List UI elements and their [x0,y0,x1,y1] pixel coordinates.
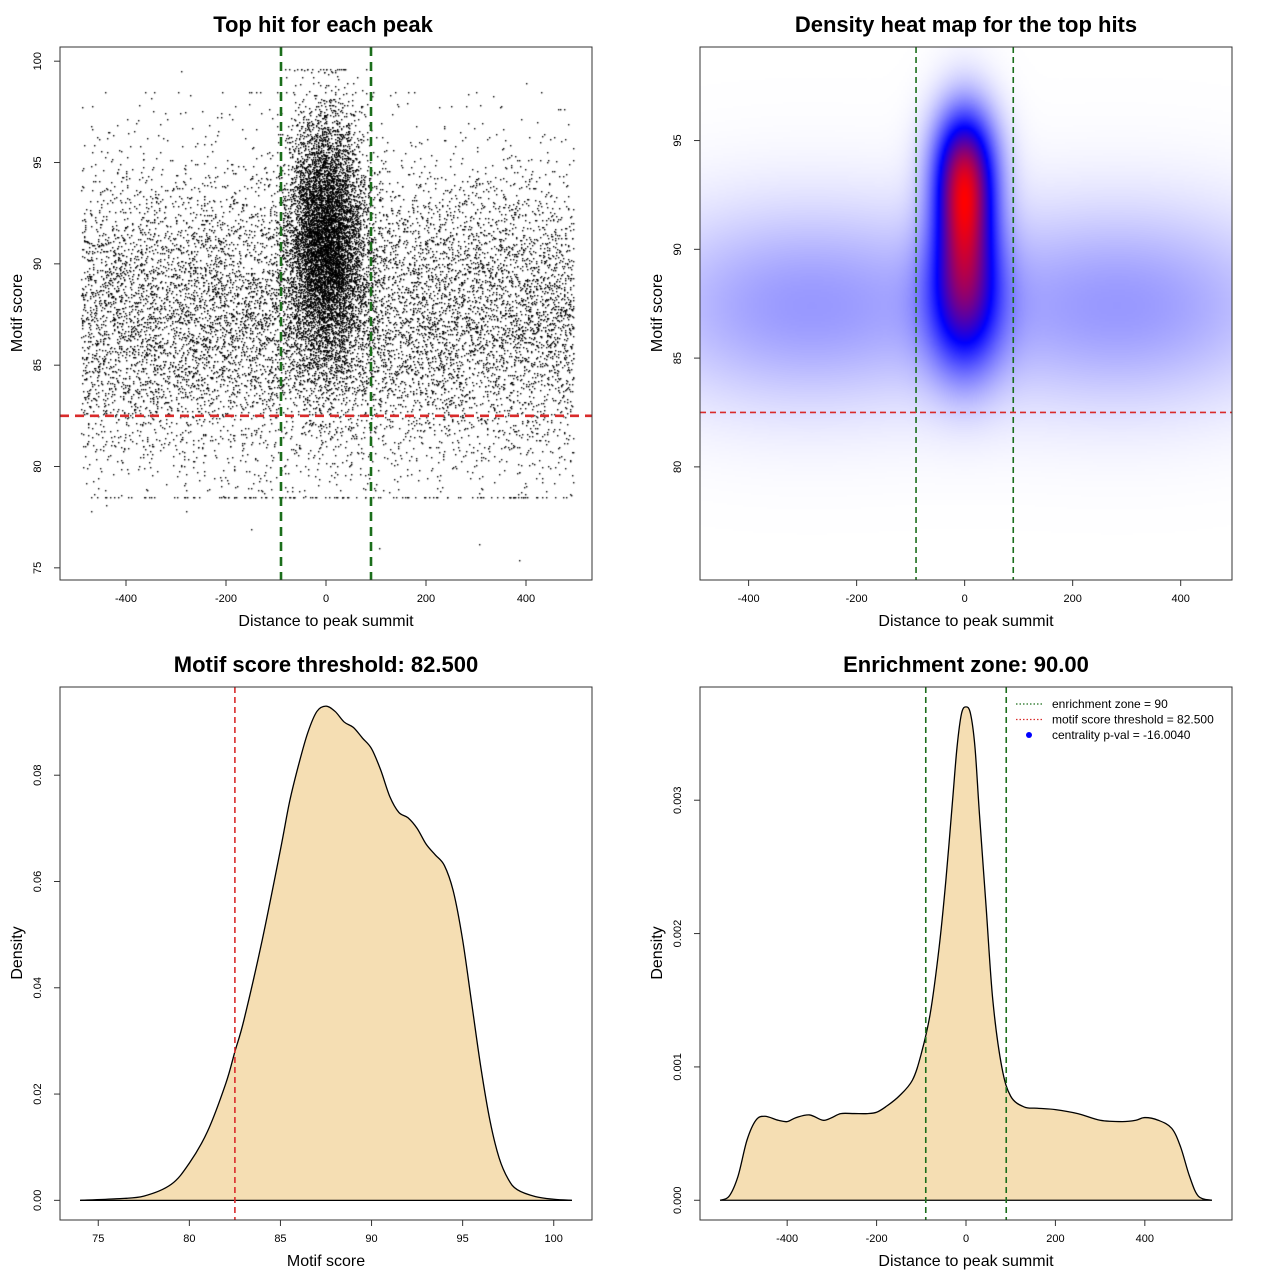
y-tick-label: 0.002 [672,920,684,948]
y-axis-label: Motif score [649,274,666,352]
density-fill [720,706,1212,1201]
x-tick-label: 80 [183,1233,195,1245]
density-heatmap [700,47,1232,580]
y-tick-label: 0.003 [672,786,684,814]
x-tick-label: 100 [545,1233,563,1245]
y-tick-label: 75 [32,562,44,574]
density-curve [719,706,1213,1201]
x-tick-label: 85 [274,1233,286,1245]
x-tick-label: 200 [417,593,435,605]
x-tick-label: -200 [846,593,868,605]
x-tick-label: 90 [365,1233,377,1245]
y-axis-label: Density [649,926,666,979]
x-tick-label: 0 [323,593,329,605]
y-tick-label: 0.001 [672,1053,684,1081]
x-axis-label: Distance to peak summit [878,613,1054,630]
density-fill [80,706,572,1201]
y-tick-label: 80 [32,460,44,472]
y-axis-label: Motif score [9,274,26,352]
y-tick-label: 100 [32,52,44,70]
scatter-points [60,47,592,580]
x-tick-label: -400 [776,1233,798,1245]
x-axis-label: Motif score [287,1253,365,1270]
y-tick-label: 0.02 [32,1083,44,1104]
y-tick-label: 0.00 [32,1190,44,1211]
legend-point-marker [1026,732,1032,738]
x-tick-label: -200 [215,593,237,605]
legend-label: enrichment zone = 90 [1052,697,1168,711]
chart-title: Top hit for each peak [213,12,433,37]
x-tick-label: 0 [962,593,968,605]
x-tick-label: -400 [738,593,760,605]
y-tick-label: 85 [32,359,44,371]
chart-title: Motif score threshold: 82.500 [174,652,478,677]
y-tick-label: 95 [32,156,44,168]
legend: enrichment zone = 90 motif score threshol… [1016,697,1214,742]
y-tick-label: 90 [672,243,684,255]
density-curve [80,705,572,1201]
scatter-panel: Top hit for each peak -400 -200 0 200 400 75 8… [9,12,593,630]
point-layer [60,47,592,580]
heatmap-panel: Density heat map for the top hits -400 -2… [649,12,1233,630]
y-tick-label: 90 [32,258,44,270]
chart-title: Density heat map for the top hits [795,12,1137,37]
y-tick-label: 95 [672,134,684,146]
x-tick-label: 400 [1172,593,1190,605]
x-axis-label: Distance to peak summit [878,1253,1054,1270]
y-tick-label: 0.06 [32,871,44,892]
x-tick-label: 400 [1136,1233,1154,1245]
x-tick-label: 200 [1063,593,1081,605]
x-tick-label: 0 [963,1233,969,1245]
x-axis-label: Distance to peak summit [238,613,414,630]
legend-label: centrality p-val = -16.0040 [1052,728,1191,742]
score-density-panel: Motif score threshold: 82.500 75 80 85 90 95… [9,652,593,1270]
legend-label: motif score threshold = 82.500 [1052,713,1214,727]
x-tick-label: -200 [866,1233,888,1245]
x-tick-label: 200 [1046,1233,1064,1245]
x-tick-label: 95 [457,1233,469,1245]
x-tick-label: 400 [517,593,535,605]
y-tick-label: 80 [672,461,684,473]
y-tick-label: 0.000 [672,1186,684,1214]
y-tick-label: 0.04 [32,977,44,998]
x-tick-label: 75 [92,1233,104,1245]
y-tick-label: 85 [672,352,684,364]
y-axis-label: Density [9,926,26,979]
x-tick-label: -400 [115,593,137,605]
y-tick-label: 0.08 [32,765,44,786]
distance-density-panel: Enrichment zone: 90.00 -400 -200 0 200 400 0.… [649,652,1233,1270]
chart-title: Enrichment zone: 90.00 [843,652,1089,677]
